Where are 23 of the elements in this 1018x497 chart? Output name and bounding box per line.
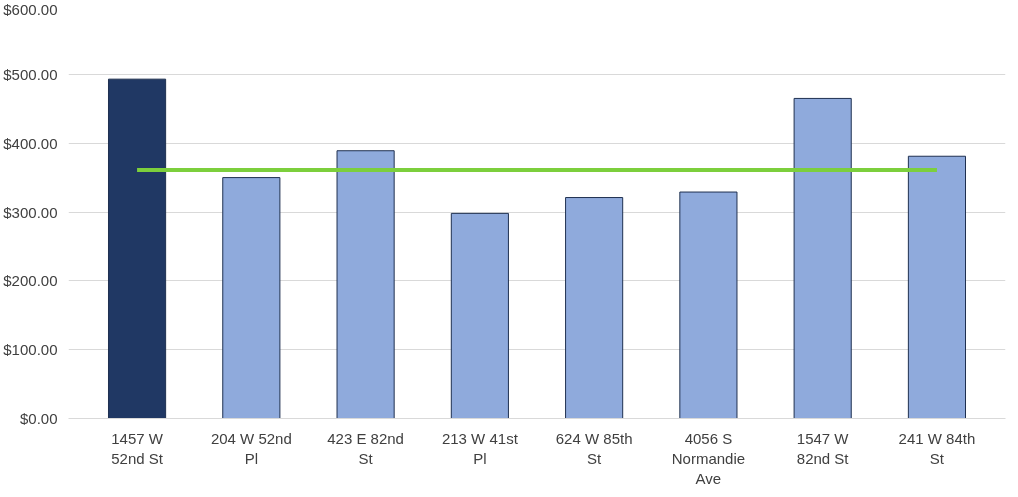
y-tick-label: $100.00 <box>3 341 58 359</box>
x-tick-label: 423 E 82nd St <box>327 429 404 467</box>
bar <box>679 191 738 419</box>
y-tick-label: $200.00 <box>3 272 58 290</box>
x-tick-label: 1457 W 52nd St <box>111 429 164 467</box>
y-tick-label: $500.00 <box>3 65 58 83</box>
bar <box>450 212 509 419</box>
bar <box>222 177 281 419</box>
bar <box>793 97 852 419</box>
x-tick-label: 241 W 84th St <box>898 429 976 467</box>
y-tick-label: $600.00 <box>3 0 58 18</box>
bar <box>336 150 395 419</box>
y-tick-label: $0.00 <box>19 410 58 427</box>
x-tick-label: 204 W 52nd Pl <box>210 429 292 467</box>
bar <box>907 155 967 419</box>
bar <box>107 78 167 419</box>
x-tick-label: 624 W 85th St <box>555 429 633 467</box>
x-tick-label: 213 W 41st Pl <box>441 429 519 467</box>
bar <box>565 197 624 419</box>
x-tick-label: 4056 S Normandie Ave <box>671 429 746 488</box>
x-tick-label: 1547 W 82nd St <box>796 429 850 467</box>
y-tick-label: $300.00 <box>3 203 58 221</box>
y-tick-label: $400.00 <box>3 134 58 152</box>
